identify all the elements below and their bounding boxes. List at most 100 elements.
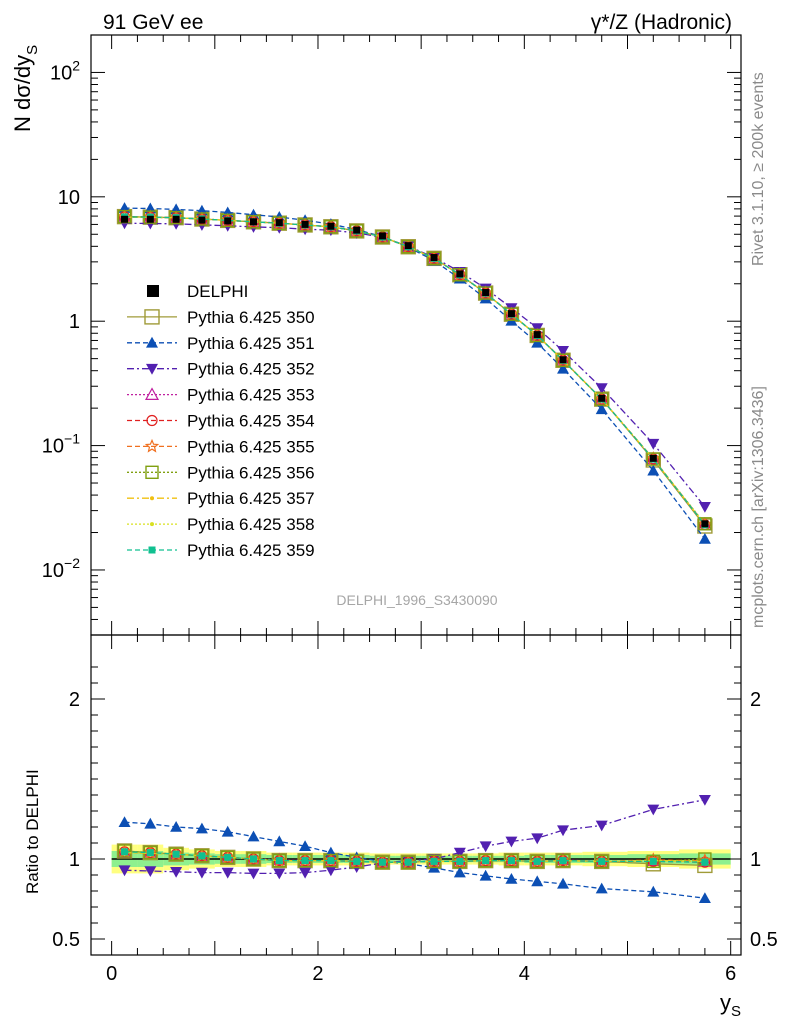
series-marker-s356 [698, 517, 712, 531]
ratio-marker-s352 [595, 820, 608, 832]
ratio-marker-s352 [453, 847, 466, 859]
ratio-marker-s352 [299, 867, 312, 879]
ratio-marker-s350 [697, 857, 713, 874]
data-point-delphi [598, 394, 606, 402]
series-marker-s352 [647, 438, 660, 450]
ratio-ytick-label: 2 [69, 689, 80, 711]
legend-label-s356: Pythia 6.425 356 [187, 463, 315, 482]
series-marker-s356 [595, 392, 609, 406]
ratio-marker-s351 [144, 817, 157, 829]
data-point-delphi [301, 220, 309, 228]
main-ytick-label-base: 10 [50, 62, 72, 84]
ratio-xtick-label: 0 [106, 963, 117, 985]
ratio-ytick-label-right: 0.5 [750, 929, 778, 951]
ratio-marker-s359 [198, 852, 206, 860]
ratio-marker-s352 [557, 825, 570, 837]
data-point-delphi [224, 217, 232, 225]
legend-label-s357: Pythia 6.425 357 [187, 489, 315, 508]
ratio-marker-s359 [482, 857, 490, 865]
ratio-xtick-label: 6 [725, 963, 736, 985]
ratio-marker-s352 [479, 841, 492, 853]
ratio-marker-s351 [698, 892, 711, 903]
series-marker-s351 [595, 403, 608, 415]
ratio-marker-s354 [699, 856, 711, 868]
ratio-ytick-label-right: 2 [750, 689, 761, 711]
main-ytick-label: 102 [50, 57, 80, 84]
main-ytick-label-base: 10 [42, 436, 64, 458]
ratio-marker-s359 [378, 858, 386, 866]
ratio-marker-s352 [118, 865, 131, 877]
series-marker-s352 [698, 502, 711, 513]
series-marker-s351 [557, 362, 570, 374]
series-marker-s356 [646, 452, 661, 466]
ratio-marker-s351 [247, 830, 260, 842]
series-marker-s356 [427, 251, 441, 266]
ratio-marker-s359 [275, 857, 283, 865]
data-point-delphi [482, 289, 490, 297]
ratio-marker-s351 [273, 835, 286, 847]
header-left: 91 GeV ee [103, 11, 203, 34]
data-point-delphi [353, 226, 361, 234]
ratio-marker-s359 [224, 853, 232, 861]
ratio-marker-s359 [533, 857, 541, 865]
ratio-marker-s352 [221, 867, 234, 879]
ratio-marker-s356 [117, 844, 132, 858]
legend-label-data: DELPHI [187, 282, 248, 301]
ratio-line-s351 [124, 821, 705, 899]
ratio-marker-s351 [479, 869, 492, 881]
data-point-delphi [649, 454, 657, 462]
ratio-marker-s352 [505, 836, 518, 848]
ratio-marker-s351 [647, 885, 660, 897]
data-point-delphi [559, 356, 567, 364]
x-axis-label: yS [720, 990, 741, 1020]
legend-marker-s355 [144, 438, 160, 453]
data-point-delphi [404, 242, 412, 250]
legend-marker-s351 [146, 336, 158, 348]
data-point-delphi [456, 270, 464, 278]
main-ytick-label: 10 [58, 187, 80, 209]
data-point-delphi [701, 520, 709, 528]
series-marker-s356 [478, 286, 493, 300]
ratio-marker-s351 [170, 821, 183, 832]
series-marker-s356 [530, 328, 544, 343]
ratio-ytick-label: 0.5 [52, 929, 80, 951]
x-axis-label-sub: S [731, 1003, 741, 1020]
series-marker-s351 [698, 532, 711, 544]
data-point-delphi [121, 215, 129, 223]
data-point-delphi [533, 331, 541, 339]
legend-marker-s354 [146, 414, 158, 427]
main-ytick-label-base: 1 [69, 311, 80, 333]
legend-label-s352: Pythia 6.425 352 [187, 360, 315, 379]
ratio-marker-s352 [698, 795, 711, 806]
watermark: DELPHI_1996_S3430090 [336, 592, 497, 608]
ratio-marker-s352 [247, 868, 260, 880]
legend-label-s351: Pythia 6.425 351 [187, 334, 315, 353]
ratio-marker-s359 [353, 857, 361, 865]
main-ytick-label-exp: −1 [64, 431, 80, 447]
series-marker-s356 [375, 230, 390, 244]
ratio-xtick-label: 4 [519, 963, 530, 985]
main-ylabel-main: N dσ/dy [10, 55, 35, 132]
ratio-ylabel: Ratio to DELPHI [23, 769, 42, 894]
ratio-marker-s352 [647, 804, 660, 816]
legend-marker-delphi [147, 285, 159, 297]
ratio-marker-s359 [701, 858, 709, 866]
main-ytick-label: 10−2 [42, 555, 80, 582]
main-ylabel-sub: S [24, 45, 41, 55]
ratio-marker-s359 [649, 857, 657, 865]
ratio-marker-s351 [557, 877, 570, 889]
series-marker-s356 [556, 353, 570, 367]
ratio-marker-s351 [505, 873, 518, 884]
ratio-marker-s351 [299, 840, 312, 851]
main-ytick-label: 10−1 [42, 431, 80, 458]
ratio-marker-s359 [250, 855, 257, 863]
ratio-marker-s359 [301, 857, 309, 865]
data-point-delphi [275, 219, 283, 227]
series-marker-s356 [401, 240, 415, 254]
data-point-delphi [146, 215, 154, 223]
ratio-marker-s351 [531, 875, 544, 887]
data-point-delphi [507, 310, 515, 318]
ratio-marker-s352 [170, 867, 183, 878]
